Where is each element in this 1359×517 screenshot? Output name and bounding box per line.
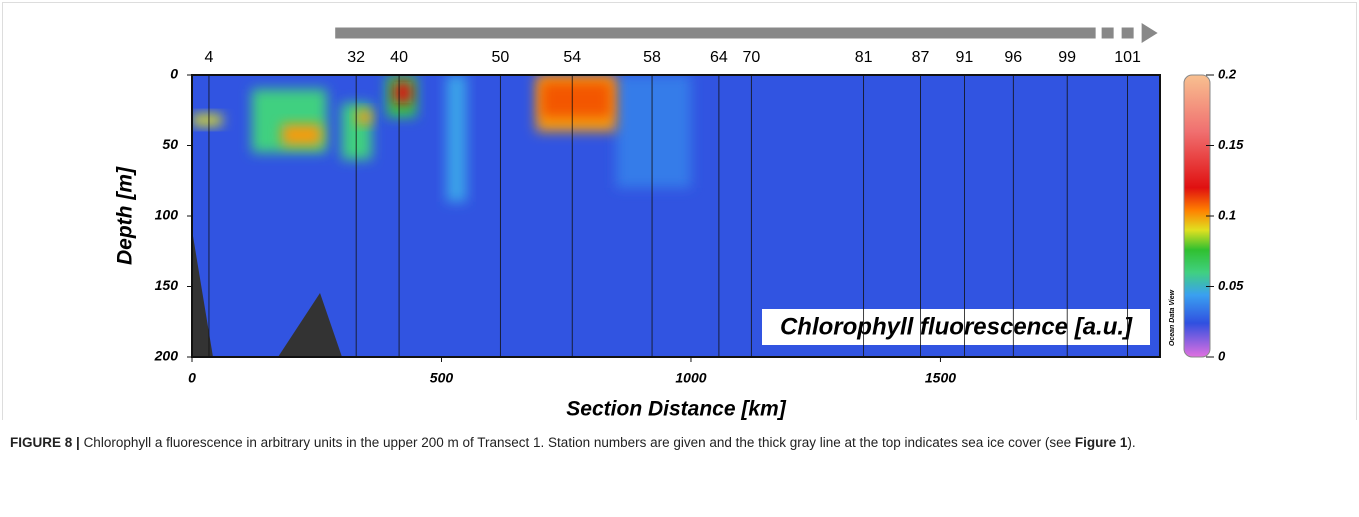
station-label: 70 (742, 49, 760, 66)
station-label: 32 (347, 49, 365, 66)
y-tick-label: 100 (155, 207, 179, 223)
label-box (762, 309, 1150, 345)
station-label: 4 (205, 49, 214, 66)
x-tick-label: 1500 (925, 370, 956, 386)
colorbar-tick-label: 0.05 (1218, 278, 1244, 293)
station-label: 81 (855, 49, 873, 66)
station-label: 64 (710, 49, 728, 66)
station-label: 50 (491, 49, 509, 66)
y-axis-label: Depth [m] (114, 166, 137, 265)
station-label: 87 (912, 49, 930, 66)
field-patch (356, 110, 372, 125)
station-label: 91 (956, 49, 974, 66)
seafloor (278, 293, 342, 357)
field-patch (446, 75, 467, 202)
station-label: 101 (1114, 49, 1141, 66)
caption: FIGURE 8 | Chlorophyll a fluorescence in… (10, 432, 1345, 454)
station-label: 99 (1058, 49, 1076, 66)
field-label: Chlorophyll fluorescence [a.u.] (780, 313, 1133, 340)
caption-label: FIGURE 8 | (10, 435, 80, 450)
field-patch (541, 82, 612, 118)
x-tick-label: 1000 (675, 370, 706, 386)
y-tick-label: 200 (154, 348, 179, 364)
colorbar-tick-label: 0 (1218, 348, 1226, 363)
ice-cover-arrow (1141, 23, 1158, 43)
colorbar-tick-label: 0.15 (1218, 137, 1244, 152)
station-label: 96 (1004, 49, 1022, 66)
y-tick-label: 50 (162, 136, 178, 152)
x-tick-label: 0 (188, 370, 196, 386)
y-tick-label: 150 (155, 277, 179, 293)
y-tick-label: 0 (170, 66, 178, 82)
station-label: 54 (563, 49, 581, 66)
x-tick-label: 500 (430, 370, 454, 386)
seafloor (192, 230, 213, 357)
station-label: 58 (643, 49, 661, 66)
colorbar-tick-label: 0.1 (1218, 207, 1236, 222)
station-label: 40 (390, 49, 408, 66)
field-patch (281, 124, 322, 146)
colorbar-tick-label: 0.2 (1218, 66, 1237, 81)
chart: Chlorophyll fluorescence [a.u.] Ocean Da… (114, 23, 1244, 420)
caption-ref: Figure 1 (1074, 435, 1128, 450)
field-patch (616, 75, 691, 188)
field-patch (192, 114, 222, 126)
caption-text: Chlorophyll a fluorescence in arbitrary … (83, 435, 1072, 450)
x-axis-label: Section Distance [km] (566, 398, 786, 420)
field-patch (394, 82, 412, 104)
software-label: Ocean Data View (1169, 289, 1176, 346)
caption-end: ). (1127, 435, 1136, 450)
frame (2, 2, 1357, 420)
